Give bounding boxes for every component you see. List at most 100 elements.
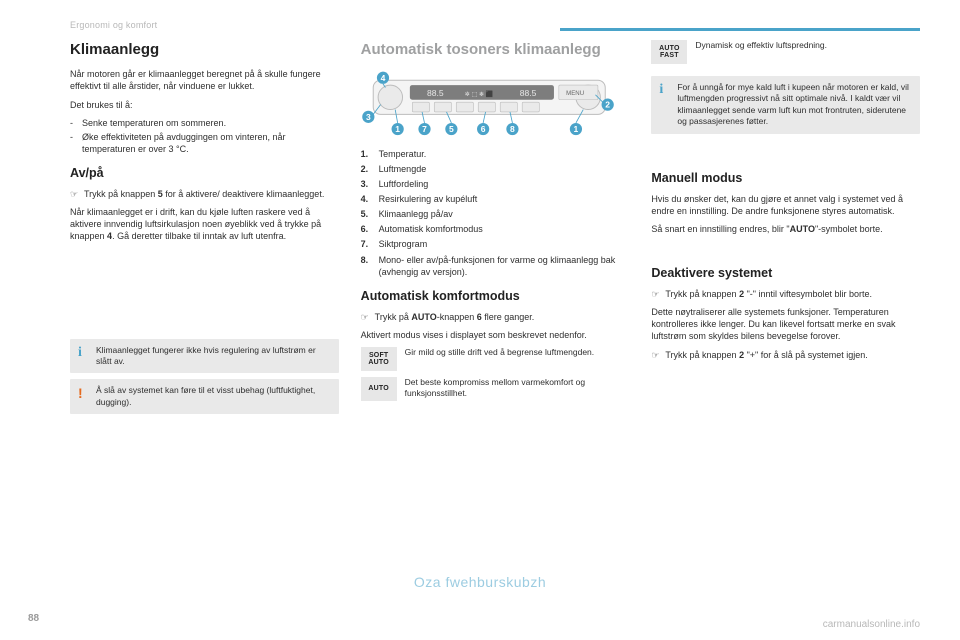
svg-text:1: 1	[395, 124, 400, 134]
svg-text:2: 2	[605, 100, 610, 110]
dash-icon: -	[70, 131, 82, 155]
callout-text: Klimaanlegget fungerer ikke hvis reguler…	[96, 345, 331, 368]
svg-text:6: 6	[480, 124, 485, 134]
svg-text:✲ ⬚ ❄ ⬛: ✲ ⬚ ❄ ⬛	[464, 90, 493, 98]
callout-text: For å unngå for mye kald luft i kupeen n…	[677, 82, 912, 128]
bullet-text: Øke effektiviteten på avduggingen om vin…	[82, 131, 339, 155]
legend-num: 5.	[361, 208, 379, 220]
action-item: ☞ Trykk på knappen 5 for å aktivere/ dea…	[70, 188, 339, 200]
para-manuell-2: Så snart en innstilling endres, blir "AU…	[651, 223, 920, 235]
legend-item: 3.Luftfordeling	[361, 178, 630, 190]
column-3: AUTO FAST Dynamisk og effektiv luftspred…	[651, 40, 920, 420]
legend-num: 3.	[361, 178, 379, 190]
legend-text: Automatisk komfortmodus	[379, 223, 630, 235]
info-icon: i	[78, 346, 96, 360]
heading-av-pa: Av/på	[70, 165, 339, 182]
para-manuell-1: Hvis du ønsker det, kan du gjøre et anne…	[651, 193, 920, 217]
heading-auto-tosoner: Automatisk tosoners klimaanlegg	[361, 40, 630, 60]
legend-num: 6.	[361, 223, 379, 235]
display-left-text: 88.5	[427, 88, 444, 98]
para-intro-2: Det brukes til å:	[70, 99, 339, 111]
t: . Gå deretter tilbake til inntak av luft…	[112, 231, 286, 241]
info-icon: i	[659, 83, 677, 97]
content-columns: Klimaanlegg Når motoren går er klimaanle…	[70, 40, 920, 420]
svg-text:3: 3	[366, 112, 371, 122]
action-text: Trykk på AUTO-knappen 6 flere ganger.	[375, 311, 630, 323]
pointer-icon: ☞	[70, 188, 84, 200]
para-modus-display: Aktivert modus vises i displayet som bes…	[361, 329, 630, 341]
mode-auto: AUTO Det beste kompromiss mellom varmeko…	[361, 377, 630, 401]
column-2: Automatisk tosoners klimaanlegg 88.5 88.…	[361, 40, 630, 420]
heading-klimaanlegg: Klimaanlegg	[70, 40, 339, 60]
t: Trykk på	[375, 312, 412, 322]
t: flere ganger.	[482, 312, 535, 322]
legend-text: Resirkulering av kupéluft	[379, 193, 630, 205]
legend-text: Klimaanlegg på/av	[379, 208, 630, 220]
legend-item: 4.Resirkulering av kupéluft	[361, 193, 630, 205]
svg-text:1: 1	[573, 124, 578, 134]
heading-deaktivere: Deaktivere systemet	[651, 265, 920, 282]
legend-text: Luftfordeling	[379, 178, 630, 190]
accent-bar	[560, 28, 920, 31]
svg-text:8: 8	[510, 124, 515, 134]
action-text: Trykk på knappen 5 for å aktivere/ deakt…	[84, 188, 339, 200]
action-text: Trykk på knappen 2 "+" for å slå på syst…	[665, 349, 920, 361]
legend-item: 6.Automatisk komfortmodus	[361, 223, 630, 235]
para-recirc: Når klimaanlegget er i drift, kan du kjø…	[70, 206, 339, 242]
t: Trykk på knappen	[665, 350, 739, 360]
t: Trykk på knappen	[665, 289, 739, 299]
mode-soft-auto: SOFT AUTO Gir mild og stille drift ved å…	[361, 347, 630, 371]
info-callout: i For å unngå for mye kald luft i kupeen…	[651, 76, 920, 134]
legend-list: 1.Temperatur. 2.Luftmengde 3.Luftfordeli…	[361, 148, 630, 278]
svg-text:4: 4	[380, 73, 385, 83]
t: AUTO	[659, 45, 680, 52]
para-deakt: Dette nøytraliserer alle systemets funks…	[651, 306, 920, 342]
t: AUTO	[368, 359, 389, 366]
t: AUTO	[368, 385, 389, 392]
column-1: Klimaanlegg Når motoren går er klimaanle…	[70, 40, 339, 420]
warning-callout: ! Å slå av systemet kan føre til et viss…	[70, 379, 339, 414]
legend-num: 4.	[361, 193, 379, 205]
legend-text: Temperatur.	[379, 148, 630, 160]
action-text: Trykk på knappen 2 "-" inntil viftesymbo…	[665, 288, 920, 300]
action-item: ☞ Trykk på knappen 2 "-" inntil viftesym…	[651, 288, 920, 300]
legend-item: 1.Temperatur.	[361, 148, 630, 160]
legend-text: Luftmengde	[379, 163, 630, 175]
control-panel-svg: 88.5 88.5 ✲ ⬚ ❄ ⬛ MENU 4 3	[361, 68, 630, 141]
bullet-item: -Senke temperaturen om sommeren.	[70, 117, 339, 129]
legend-text: Siktprogram	[379, 238, 630, 250]
bullet-list: -Senke temperaturen om sommeren. -Øke ef…	[70, 117, 339, 155]
action-item: ☞ Trykk på AUTO-knappen 6 flere ganger.	[361, 311, 630, 323]
mode-badge-soft-auto: SOFT AUTO	[361, 347, 397, 371]
legend-text: Mono- eller av/på-funksjonen for varme o…	[379, 254, 630, 278]
t: AUTO	[411, 312, 436, 322]
para-intro-1: Når motoren går er klimaanlegget beregne…	[70, 68, 339, 92]
t: SOFT	[369, 352, 388, 359]
footer-url: carmanualsonline.info	[823, 619, 920, 630]
menu-label: MENU	[566, 90, 584, 97]
mode-badge-auto-fast: AUTO FAST	[651, 40, 687, 64]
t: "-" inntil viftesymbolet blir borte.	[744, 289, 872, 299]
legend-item: 7.Siktprogram	[361, 238, 630, 250]
legend-num: 1.	[361, 148, 379, 160]
pointer-icon: ☞	[651, 288, 665, 300]
t: Trykk på knappen	[84, 189, 158, 199]
legend-num: 8.	[361, 254, 379, 278]
action-item: ☞ Trykk på knappen 2 "+" for å slå på sy…	[651, 349, 920, 361]
legend-num: 2.	[361, 163, 379, 175]
pointer-icon: ☞	[651, 349, 665, 361]
heading-manuell-modus: Manuell modus	[651, 170, 920, 187]
t: Så snart en innstilling endres, blir "	[651, 224, 789, 234]
t: "-symbolet borte.	[815, 224, 883, 234]
t: "+" for å slå på systemet igjen.	[744, 350, 868, 360]
warning-icon: !	[78, 386, 96, 400]
info-callout: i Klimaanlegget fungerer ikke hvis regul…	[70, 339, 339, 374]
legend-item: 8.Mono- eller av/på-funksjonen for varme…	[361, 254, 630, 278]
mode-text: Dynamisk og effektiv luftspredning.	[695, 40, 920, 51]
mode-text: Det beste kompromiss mellom varmekomfort…	[405, 377, 630, 400]
heading-komfortmodus: Automatisk komfortmodus	[361, 288, 630, 305]
legend-item: 5.Klimaanlegg på/av	[361, 208, 630, 220]
page-number: 88	[28, 613, 39, 624]
manual-page: Ergonomi og komfort Klimaanlegg Når moto…	[0, 0, 960, 640]
mode-auto-fast: AUTO FAST Dynamisk og effektiv luftspred…	[651, 40, 920, 64]
